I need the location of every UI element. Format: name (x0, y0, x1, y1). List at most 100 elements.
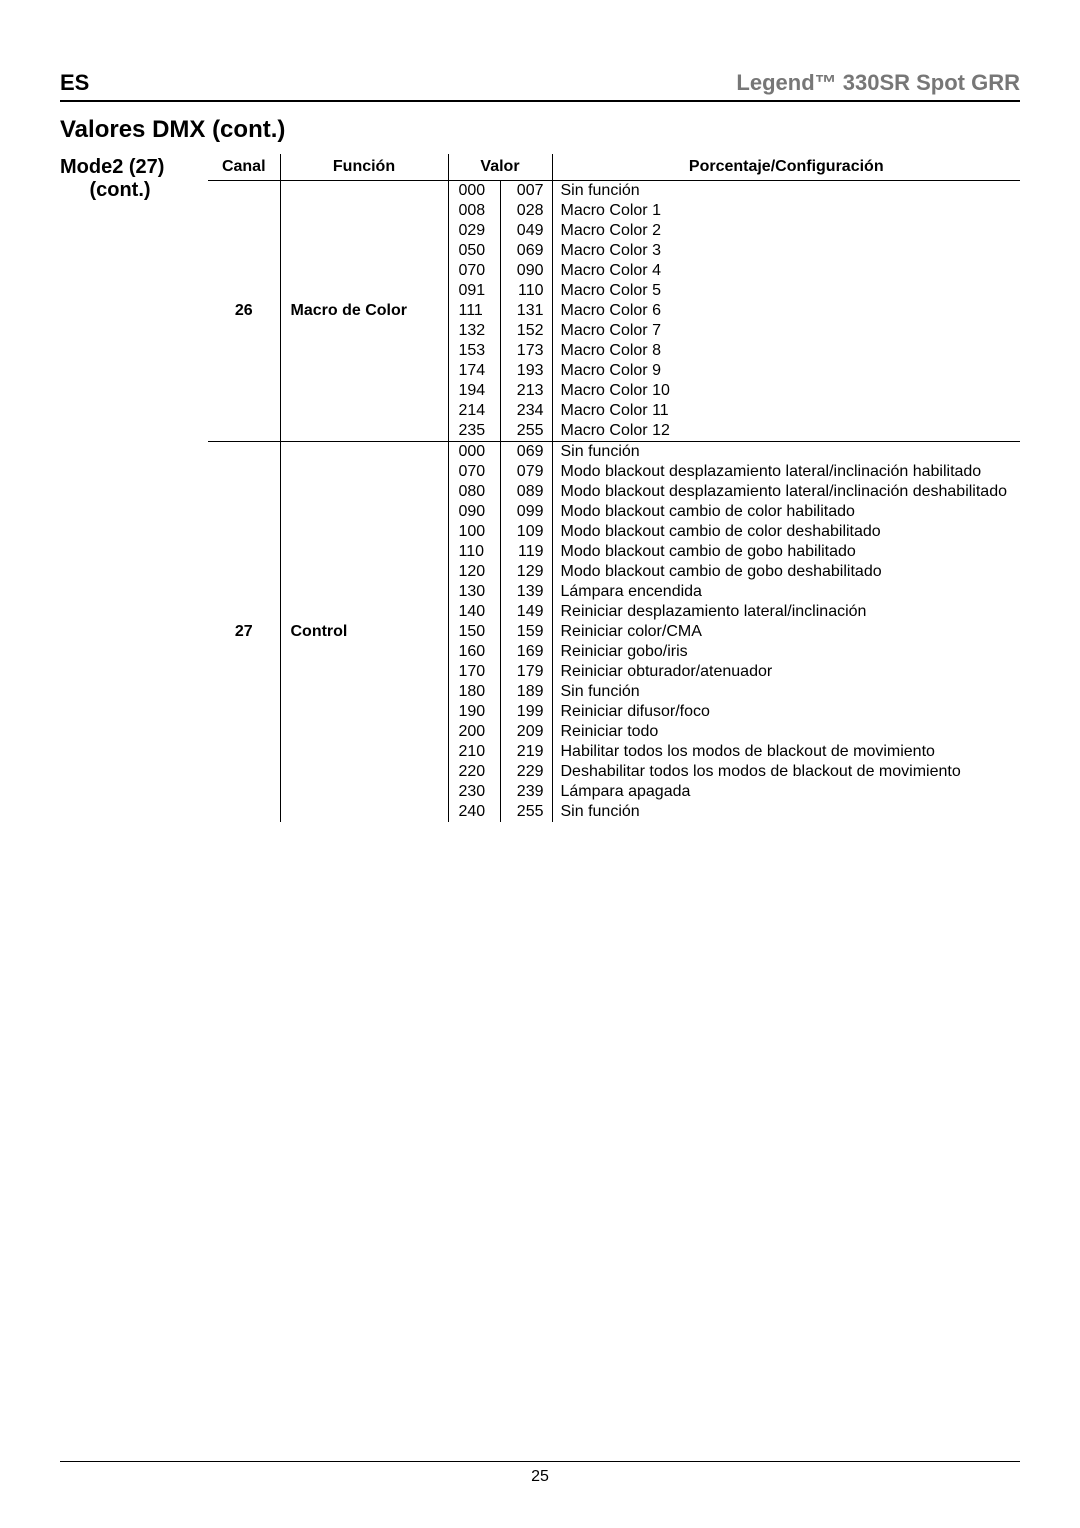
value-to: 129 (500, 562, 552, 582)
mode-label: Mode2 (27) (cont.) (60, 154, 208, 202)
value-to: 199 (500, 702, 552, 722)
config-desc: Habilitar todos los modos de blackout de… (552, 742, 1020, 762)
page-number: 25 (60, 1461, 1020, 1486)
value-to: 152 (500, 321, 552, 341)
value-from: 111 (448, 301, 500, 321)
config-desc: Sin función (552, 442, 1020, 463)
value-to: 173 (500, 341, 552, 361)
config-desc: Modo blackout cambio de color deshabilit… (552, 522, 1020, 542)
funcion-cell: Macro de Color (280, 181, 448, 442)
value-from: 070 (448, 261, 500, 281)
value-from: 210 (448, 742, 500, 762)
col-funcion: Función (280, 154, 448, 181)
value-from: 000 (448, 181, 500, 202)
value-from: 180 (448, 682, 500, 702)
config-desc: Lámpara apagada (552, 782, 1020, 802)
config-desc: Macro Color 5 (552, 281, 1020, 301)
col-canal: Canal (208, 154, 280, 181)
canal-cell: 27 (208, 442, 280, 823)
config-desc: Sin función (552, 181, 1020, 202)
config-desc: Macro Color 8 (552, 341, 1020, 361)
value-to: 007 (500, 181, 552, 202)
value-from: 220 (448, 762, 500, 782)
config-desc: Macro Color 2 (552, 221, 1020, 241)
config-desc: Modo blackout cambio de color habilitado (552, 502, 1020, 522)
config-desc: Macro Color 4 (552, 261, 1020, 281)
value-to: 110 (500, 281, 552, 301)
value-to: 149 (500, 602, 552, 622)
value-from: 008 (448, 201, 500, 221)
value-from: 190 (448, 702, 500, 722)
value-to: 089 (500, 482, 552, 502)
table-row: 27Control000069Sin función (208, 442, 1020, 463)
value-to: 213 (500, 381, 552, 401)
dmx-table: Canal Función Valor Porcentaje/Configura… (208, 154, 1020, 822)
value-to: 069 (500, 241, 552, 261)
config-desc: Modo blackout desplazamiento lateral/inc… (552, 482, 1020, 502)
config-desc: Reiniciar desplazamiento lateral/inclina… (552, 602, 1020, 622)
config-desc: Macro Color 9 (552, 361, 1020, 381)
section-title: Valores DMX (cont.) (60, 116, 1020, 144)
value-from: 029 (448, 221, 500, 241)
value-from: 130 (448, 582, 500, 602)
value-from: 050 (448, 241, 500, 261)
value-from: 150 (448, 622, 500, 642)
value-to: 209 (500, 722, 552, 742)
value-from: 110 (448, 542, 500, 562)
value-from: 160 (448, 642, 500, 662)
config-desc: Macro Color 7 (552, 321, 1020, 341)
header-left-label: ES (60, 70, 89, 96)
value-to: 239 (500, 782, 552, 802)
config-desc: Sin función (552, 682, 1020, 702)
value-from: 214 (448, 401, 500, 421)
value-to: 229 (500, 762, 552, 782)
value-from: 080 (448, 482, 500, 502)
value-to: 169 (500, 642, 552, 662)
config-desc: Macro Color 11 (552, 401, 1020, 421)
value-from: 120 (448, 562, 500, 582)
config-desc: Reiniciar color/CMA (552, 622, 1020, 642)
config-desc: Macro Color 3 (552, 241, 1020, 261)
value-from: 140 (448, 602, 500, 622)
value-to: 109 (500, 522, 552, 542)
config-desc: Macro Color 10 (552, 381, 1020, 401)
config-desc: Reiniciar todo (552, 722, 1020, 742)
value-from: 100 (448, 522, 500, 542)
value-to: 255 (500, 421, 552, 442)
config-desc: Sin función (552, 802, 1020, 822)
value-to: 049 (500, 221, 552, 241)
value-from: 091 (448, 281, 500, 301)
page-header: ES Legend™ 330SR Spot GRR (60, 70, 1020, 102)
value-to: 193 (500, 361, 552, 381)
value-from: 132 (448, 321, 500, 341)
value-to: 189 (500, 682, 552, 702)
value-to: 090 (500, 261, 552, 281)
value-to: 159 (500, 622, 552, 642)
config-desc: Reiniciar obturador/atenuador (552, 662, 1020, 682)
value-to: 234 (500, 401, 552, 421)
header-right-label: Legend™ 330SR Spot GRR (736, 70, 1020, 96)
value-to: 255 (500, 802, 552, 822)
value-from: 194 (448, 381, 500, 401)
col-config: Porcentaje/Configuración (552, 154, 1020, 181)
table-header-row: Canal Función Valor Porcentaje/Configura… (208, 154, 1020, 181)
value-to: 219 (500, 742, 552, 762)
config-desc: Reiniciar gobo/iris (552, 642, 1020, 662)
config-desc: Modo blackout cambio de gobo habilitado (552, 542, 1020, 562)
mode-label-line1: Mode2 (27) (60, 156, 164, 178)
value-from: 170 (448, 662, 500, 682)
config-desc: Macro Color 12 (552, 421, 1020, 442)
col-valor: Valor (448, 154, 552, 181)
funcion-cell: Control (280, 442, 448, 823)
config-desc: Modo blackout cambio de gobo deshabilita… (552, 562, 1020, 582)
value-from: 240 (448, 802, 500, 822)
value-to: 028 (500, 201, 552, 221)
value-to: 079 (500, 462, 552, 482)
value-to: 099 (500, 502, 552, 522)
value-from: 174 (448, 361, 500, 381)
config-desc: Lámpara encendida (552, 582, 1020, 602)
value-to: 179 (500, 662, 552, 682)
value-to: 119 (500, 542, 552, 562)
table-row: 26Macro de Color000007Sin función (208, 181, 1020, 202)
value-from: 090 (448, 502, 500, 522)
